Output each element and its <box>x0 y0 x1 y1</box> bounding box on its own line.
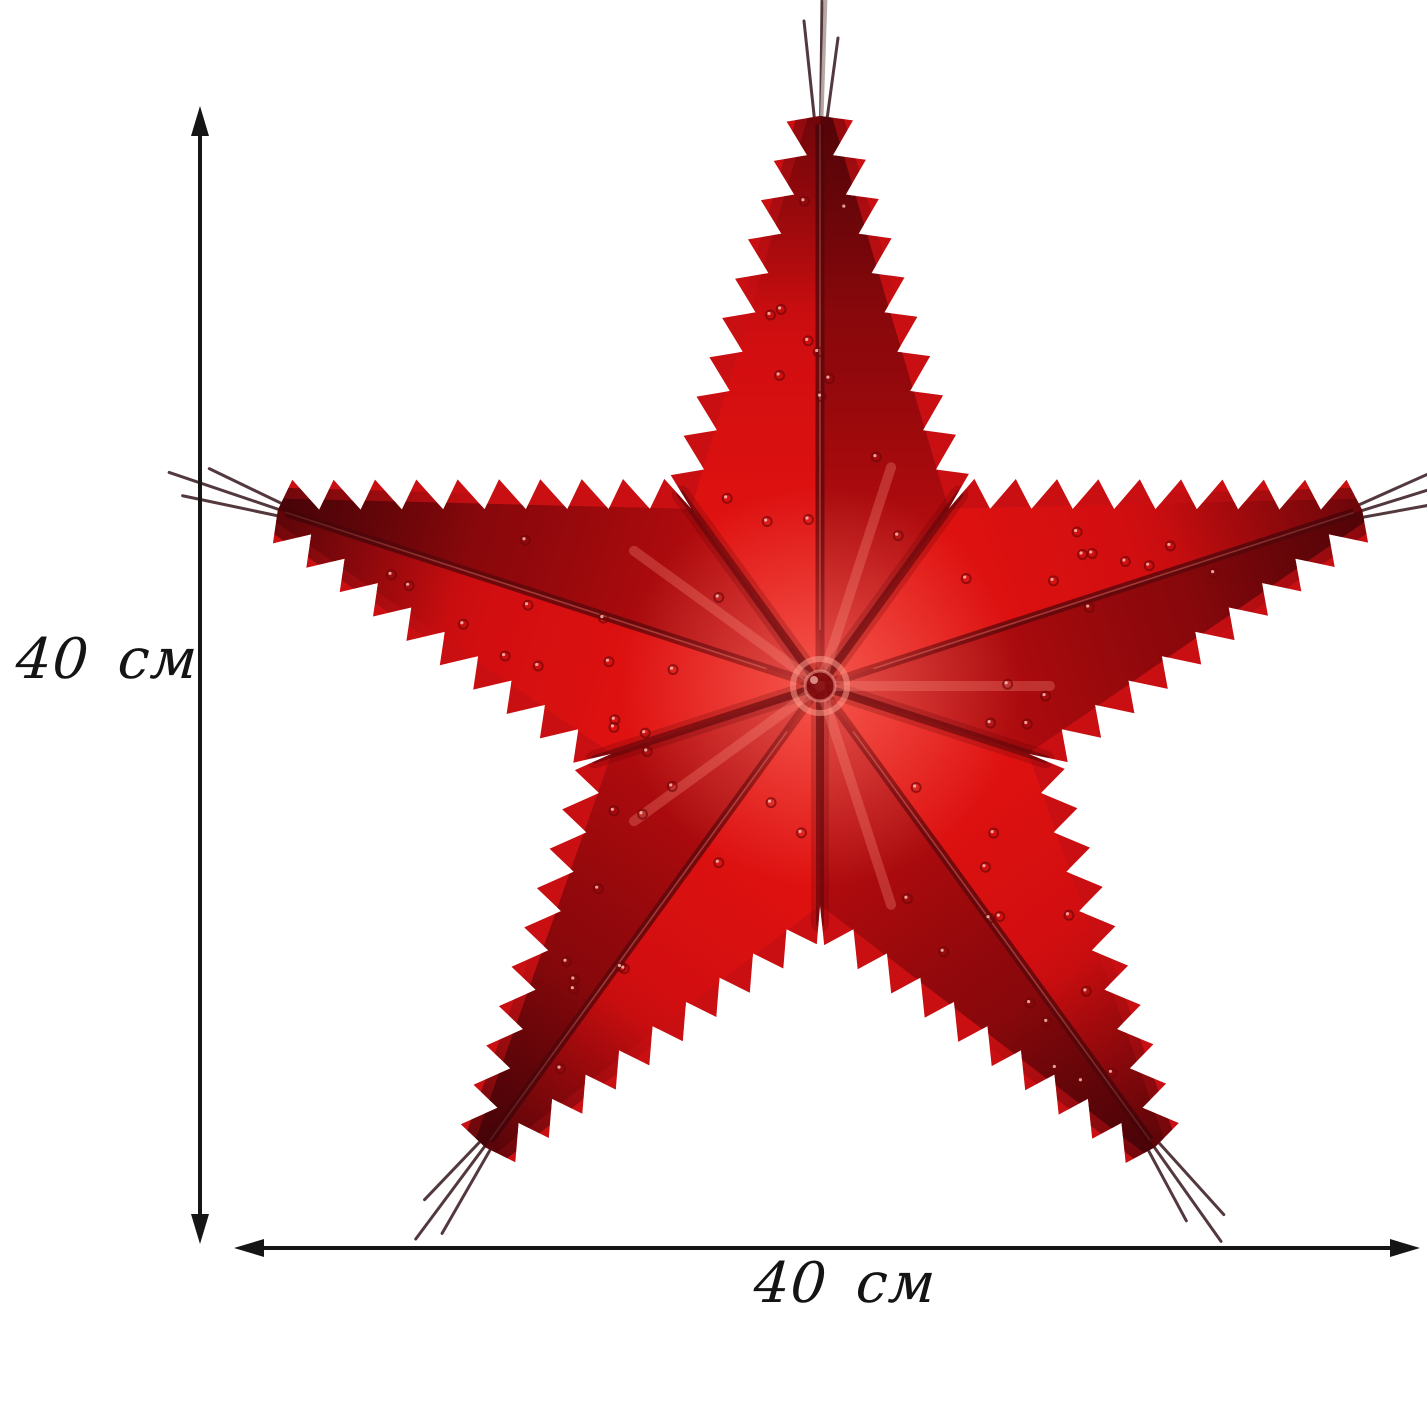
foil-hole-dots <box>386 195 1220 1087</box>
height-dimension-label: 40 см <box>13 627 201 692</box>
width-dimension-label: 40 см <box>751 1251 939 1316</box>
red-foil-star <box>272 116 1369 1163</box>
height-dimension-arrow <box>191 106 209 1244</box>
width-dimension-arrow <box>234 1239 1420 1257</box>
star-center-ornament <box>790 656 850 716</box>
